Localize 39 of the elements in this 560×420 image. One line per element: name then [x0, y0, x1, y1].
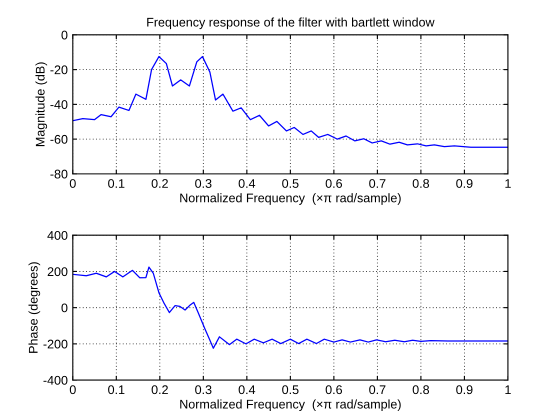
x-tick-label: 0.4 — [238, 385, 256, 394]
chart-title: Frequency response of the filter with bartlett window — [147, 17, 435, 30]
x-tick-label: 1 — [505, 179, 511, 188]
x-tick-label: 0.8 — [412, 385, 430, 394]
y-axis-title: Phase (degrees) — [28, 262, 40, 353]
y-tick-label: -400 — [43, 376, 68, 385]
line-series — [72, 56, 508, 148]
x-tick-label: 0.2 — [152, 385, 168, 394]
x-tick-label: 0.4 — [238, 179, 256, 188]
x-tick-label: 0.3 — [195, 179, 212, 188]
x-tick-label: 0.5 — [282, 385, 299, 394]
y-tick-label: -60 — [50, 134, 68, 144]
x-tick-label: 0.6 — [326, 179, 342, 188]
x-axis-title: Normalized Frequency (×π rad/sample) — [180, 193, 401, 205]
x-tick-label: 0.2 — [152, 179, 168, 188]
x-tick-label: 0.7 — [369, 179, 386, 188]
x-tick-label: 0.1 — [108, 385, 124, 394]
x-tick-label: 0.7 — [369, 385, 386, 394]
x-tick-label: 0 — [70, 385, 76, 394]
y-tick-label: -80 — [50, 170, 68, 179]
y-tick-label: 200 — [48, 267, 68, 276]
x-tick-label: 0.8 — [412, 179, 430, 188]
y-tick-label: 400 — [47, 231, 68, 240]
x-tick-label: 0.5 — [282, 179, 299, 188]
x-axis-title: Normalized Frequency (×π rad/sample) — [180, 399, 401, 412]
y-tick-label: 0 — [61, 303, 68, 312]
x-tick-label: 0.3 — [195, 385, 212, 394]
y-tick-label: -20 — [50, 65, 68, 74]
y-tick-label: -40 — [50, 100, 68, 110]
x-tick-label: 1 — [505, 385, 511, 394]
x-tick-label: 0.6 — [326, 385, 342, 394]
y-tick-label: -200 — [43, 340, 68, 349]
x-tick-label: 0.9 — [456, 385, 473, 394]
y-tick-label: 0 — [61, 30, 68, 40]
x-tick-label: 0.9 — [456, 179, 473, 188]
line-series — [72, 266, 508, 349]
x-tick-label: 0 — [70, 179, 76, 188]
y-axis-title: Magnitude (dB) — [35, 62, 48, 146]
x-tick-label: 0.1 — [108, 179, 124, 188]
